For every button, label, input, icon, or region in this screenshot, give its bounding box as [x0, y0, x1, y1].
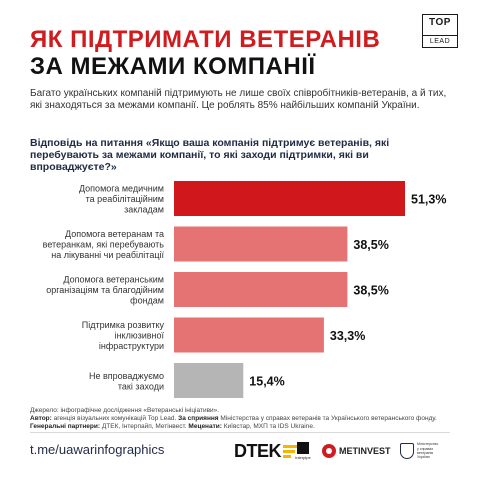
- interpipe-logo: interpipe: [292, 440, 314, 462]
- patrons-text: Київстар, МХП та IDS Ukraine.: [223, 423, 315, 430]
- category-label-line: Допомога ветеранським: [63, 275, 164, 285]
- category-label-line: організаціям та благодійним: [46, 285, 164, 295]
- bar: [174, 317, 324, 353]
- bar: [174, 363, 244, 398]
- survey-question: Відповідь на питання «Якщо ваша компанія…: [30, 137, 390, 173]
- support-text: Міністерства у справах ветеранів та Укра…: [220, 415, 437, 422]
- category-label-line: ветеранкам, які перебувають: [43, 240, 165, 250]
- ministry-crest-icon: [400, 443, 414, 459]
- interpipe-mark-icon: [297, 442, 309, 454]
- category-label-line: Підтримка розвитку: [82, 320, 165, 330]
- interpipe-text: interpipe: [295, 455, 311, 460]
- bar-value-label: 33,3%: [330, 329, 365, 343]
- footnote: Джерело: інфографічне дослідження «Ветер…: [30, 407, 450, 431]
- dtek-bars-icon: [283, 444, 299, 458]
- category-label: Допомога ветеранським організаціям та бла…: [46, 275, 164, 306]
- category-label: Не впроваджуємо такі заходи: [89, 371, 164, 392]
- bar-value-label: 38,5%: [353, 238, 388, 252]
- partners-label: Генеральні партнери:: [30, 423, 101, 430]
- metinvest-text: METINVEST: [339, 446, 391, 456]
- bar-value-label: 15,4%: [249, 375, 284, 389]
- bar-value-label: 38,5%: [353, 284, 388, 298]
- category-label-line: закладам: [124, 205, 164, 215]
- intro-text: Багато українських компаній підтримують …: [30, 88, 447, 111]
- category-label-line: такі заходи: [118, 381, 164, 391]
- support-label: За сприяння: [178, 415, 219, 422]
- dtek-text: DTEK: [234, 440, 282, 461]
- title-line-2: ЗА МЕЖАМИ КОМПАНІЇ: [30, 53, 316, 80]
- category-label-line: та реабілітаційним: [86, 194, 164, 204]
- partners-text: ДТЕК, Інтерпайп, Метінвест.: [101, 423, 187, 430]
- category-label-line: інфраструктури: [99, 341, 164, 351]
- author-text: агенція візуальних комунікацій Top Lead.: [53, 415, 177, 422]
- top-lead-logo: TOP LEAD: [422, 14, 458, 48]
- ministry-line: Міністерство: [417, 442, 439, 447]
- bar: [174, 226, 348, 262]
- category-label: Підтримка розвитку інклюзивної інфраструкт…: [82, 320, 165, 351]
- category-label-line: Допомога медичним: [79, 184, 164, 194]
- category-label: Допомога медичним та реабілітаційним закла…: [79, 184, 164, 215]
- source-text: інфографічне дослідження «Ветеранські ін…: [60, 407, 220, 414]
- telegram-link[interactable]: t.me/uawarinfographics: [30, 442, 165, 457]
- category-label-line: інклюзивної: [115, 331, 165, 341]
- bar: [174, 181, 405, 216]
- logo-bottom-text: LEAD: [423, 35, 457, 45]
- author-label: Автор:: [30, 415, 52, 422]
- ministry-text: Міністерство у справах ветеранів України: [417, 442, 438, 460]
- metinvest-logo: METINVEST: [322, 440, 391, 462]
- ministry-logo: Міністерство у справах ветеранів України: [400, 440, 452, 462]
- page-title: ЯК ПІДТРИМАТИ ВЕТЕРАНІВ ЗА МЕЖАМИ КОМПАН…: [30, 26, 400, 81]
- ministry-line: ветеранів: [417, 451, 434, 455]
- source-label: Джерело:: [30, 407, 59, 414]
- dtek-logo: DTEK: [234, 440, 299, 462]
- title-line-1: ЯК ПІДТРИМАТИ ВЕТЕРАНІВ: [30, 26, 381, 53]
- patrons-label: Меценати:: [188, 423, 222, 430]
- footer-divider: [30, 432, 450, 433]
- logo-top-text: TOP: [429, 17, 451, 28]
- ministry-line: у справах: [417, 446, 434, 451]
- category-label-line: Допомога ветеранам та: [65, 229, 164, 239]
- category-label-line: Не впроваджуємо: [89, 371, 164, 381]
- category-label-line: фондам: [130, 296, 164, 306]
- ministry-line: України: [417, 455, 430, 460]
- bar: [174, 272, 348, 307]
- category-label: Допомога ветеранам та ветеранкам, які пер…: [43, 229, 165, 260]
- metinvest-mark-icon: [322, 444, 336, 458]
- category-label-line: на лікуванні чи реабілітації: [51, 250, 164, 260]
- bar-value-label: 51,3%: [411, 193, 446, 207]
